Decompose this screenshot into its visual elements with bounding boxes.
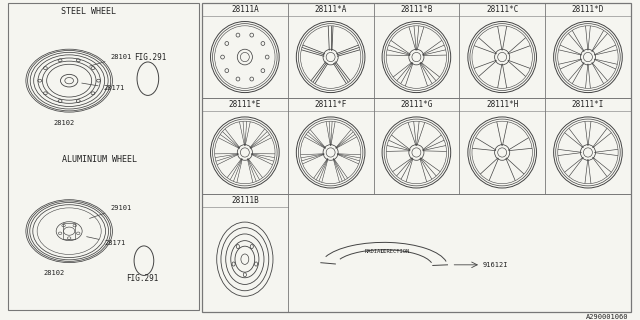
Text: 28111*A: 28111*A xyxy=(314,5,347,14)
Text: 28111*B: 28111*B xyxy=(400,5,433,14)
Text: ALUMINIUM WHEEL: ALUMINIUM WHEEL xyxy=(62,155,137,164)
Text: 91612I: 91612I xyxy=(483,262,508,268)
Text: RADIAL: RADIAL xyxy=(364,249,384,254)
Text: 28111*I: 28111*I xyxy=(572,100,604,109)
Text: 28111*D: 28111*D xyxy=(572,5,604,14)
Text: 28111*C: 28111*C xyxy=(486,5,518,14)
Text: 29101: 29101 xyxy=(90,204,132,219)
Text: FIG.291: FIG.291 xyxy=(134,52,166,61)
Text: 28111B: 28111B xyxy=(231,196,259,205)
Text: STEEL WHEEL: STEEL WHEEL xyxy=(61,7,116,16)
Text: 28111*H: 28111*H xyxy=(486,100,518,109)
Text: 28102: 28102 xyxy=(44,270,65,276)
Text: 28111A: 28111A xyxy=(231,5,259,14)
Text: 28111*G: 28111*G xyxy=(400,100,433,109)
Text: A290001060: A290001060 xyxy=(586,314,629,320)
Text: 28111*E: 28111*E xyxy=(228,100,261,109)
Text: 28171: 28171 xyxy=(82,83,125,92)
Text: 28102: 28102 xyxy=(54,120,75,126)
Bar xyxy=(202,3,631,312)
Text: 28101: 28101 xyxy=(90,54,132,66)
Bar xyxy=(8,3,199,310)
Text: FIG.291: FIG.291 xyxy=(126,274,159,283)
Bar xyxy=(63,223,76,239)
Text: 28171: 28171 xyxy=(86,237,126,246)
Text: 28111*F: 28111*F xyxy=(314,100,347,109)
Text: DIRECTION: DIRECTION xyxy=(381,249,410,254)
